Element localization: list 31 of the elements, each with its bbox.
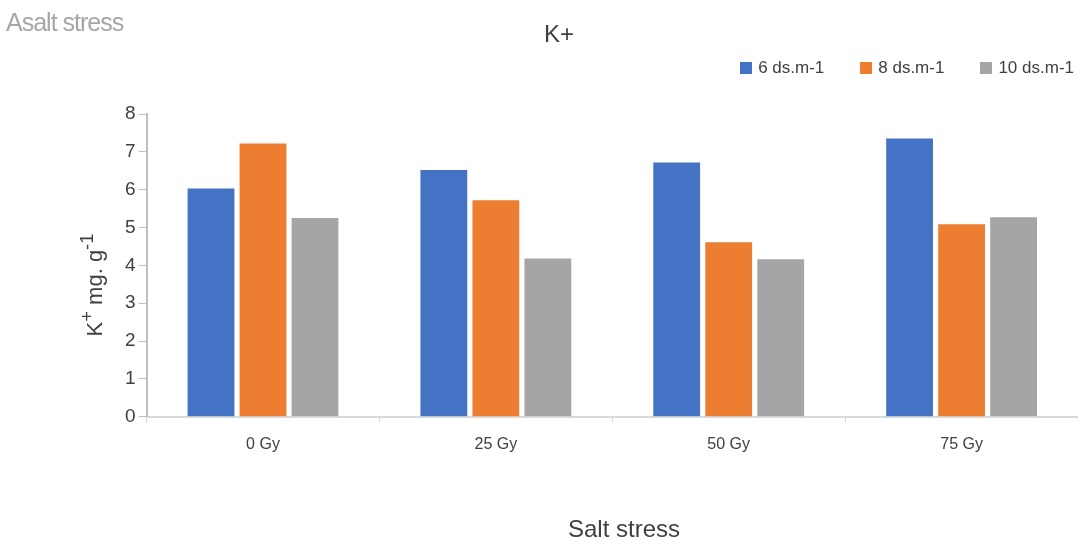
y-tick-label: 8 [124,102,136,124]
bar [187,188,235,417]
y-tick-label: 4 [124,253,136,275]
y-tick-label: 5 [124,215,136,237]
y-tick-label: 3 [124,291,136,313]
y-tick-label: 7 [124,140,136,162]
bar [990,217,1037,417]
legend-label: 8 ds.m-1 [877,58,945,78]
y-tick-label: 6 [124,177,136,199]
y-tick-label: 0 [124,405,136,427]
bar [886,138,933,417]
y-tick-label: 1 [124,367,136,389]
bar [291,218,339,417]
bar [757,259,805,417]
x-axis-title: Salt stress [567,515,681,543]
bar [472,200,520,417]
text: Asalt stress [6,8,124,37]
x-tick-label: 25 Gy [474,434,518,452]
legend-label: 10 ds.m-1 [997,58,1074,78]
x-tick-label: 75 Gy [940,434,983,452]
bar [524,258,572,417]
bar [938,224,985,417]
chart-title: K+ [543,20,575,47]
bar [705,242,753,417]
legend-label: 6 ds.m-1 [757,58,825,78]
y-tick-label: 2 [124,329,136,351]
bar [653,162,701,417]
bar [239,143,287,417]
x-tick-label: 50 Gy [707,434,751,452]
bar [420,170,468,417]
x-tick-label: 0 Gy [246,434,280,452]
